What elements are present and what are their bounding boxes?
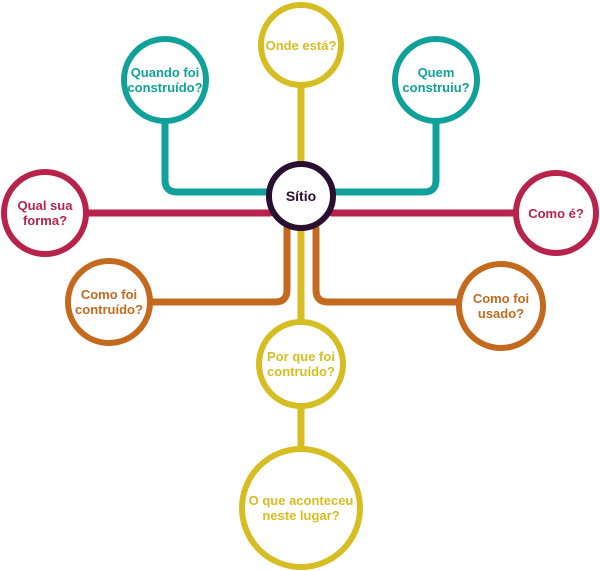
connector-como-foi-construido — [148, 224, 291, 306]
node-qual-forma-label: Qual sua forma? — [17, 198, 73, 228]
node-onde-esta-circle — [258, 2, 344, 88]
node-qual-forma-circle — [1, 169, 89, 257]
node-como-foi-usado-circle — [456, 261, 546, 351]
node-como-e-circle — [513, 170, 599, 256]
node-onde-esta-label: Onde está? — [265, 37, 337, 53]
node-o-que-aconteceu-circle — [239, 446, 363, 570]
node-como-foi-construido-label: Como foi contruído? — [75, 287, 143, 317]
node-como-e-label: Como é? — [528, 205, 584, 221]
node-quando-foi-label: Quando foi construído? — [127, 65, 203, 95]
connector-quando-foi — [161, 117, 270, 196]
node-quando-foi-circle — [121, 36, 209, 124]
node-como-foi-construido-circle — [65, 258, 153, 346]
node-center-circle — [266, 161, 336, 231]
node-por-que-label: Por que foi contruído? — [267, 349, 335, 379]
node-quem-construiu-label: Quem construiu? — [402, 65, 470, 95]
node-o-que-aconteceu-label: O que aconteceu neste lugar? — [248, 493, 354, 523]
center-node-label: Sítio — [285, 187, 317, 204]
connector-quem-construiu — [330, 118, 440, 196]
node-por-que-circle — [256, 319, 346, 409]
node-como-foi-usado-label: Como foi usado? — [472, 291, 530, 321]
connector-como-foi-usado — [312, 224, 462, 306]
node-quem-construiu-circle — [392, 36, 480, 124]
